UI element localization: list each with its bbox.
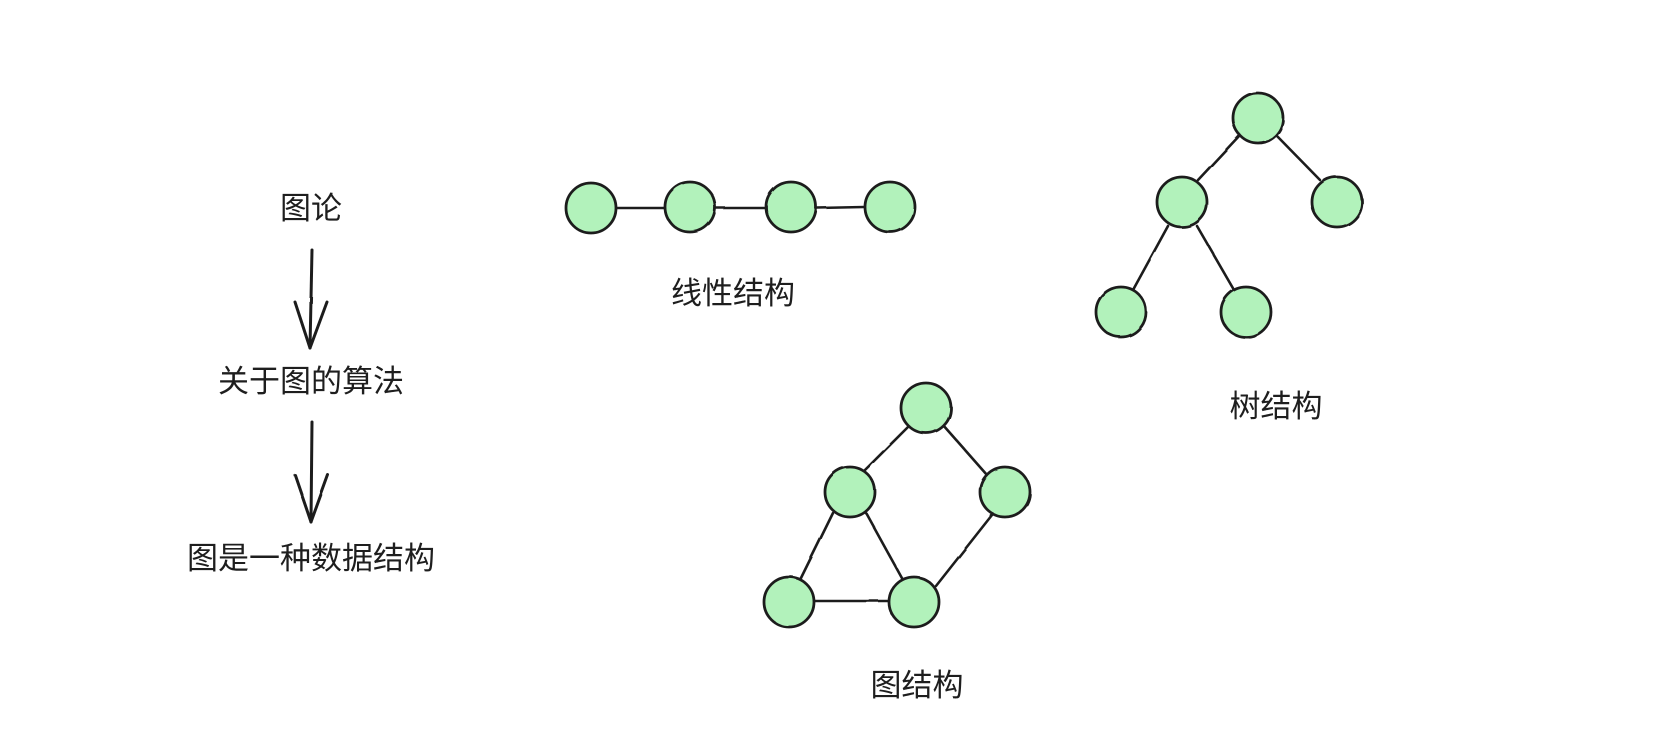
graph-edge — [934, 513, 994, 588]
graph-structure-label: 图结构 — [870, 668, 964, 704]
tree-node — [1310, 175, 1364, 229]
graph-node — [899, 381, 953, 435]
tree-edge — [1274, 133, 1322, 182]
graph-node — [823, 465, 877, 519]
tree-node — [1094, 285, 1148, 339]
flow-label-graph-is-data-structure: 图是一种数据结构 — [187, 541, 435, 577]
linear-structure-label: 线性结构 — [671, 276, 795, 312]
graph-edge — [863, 423, 912, 472]
graph-edge — [941, 423, 989, 477]
arrow-algorithms-to-datastructure — [293, 420, 330, 524]
linear-node — [764, 180, 818, 234]
tree-node — [1155, 175, 1209, 229]
linear-node — [863, 180, 917, 234]
linear-structure — [564, 180, 917, 235]
graph-edge — [798, 511, 835, 582]
tree-node — [1219, 285, 1273, 339]
graph-node — [978, 465, 1032, 519]
arrow-theory-to-algorithms — [293, 248, 329, 350]
graph-structure — [762, 381, 1032, 629]
graph-edge — [864, 511, 905, 582]
flow-label-graph-theory: 图论 — [280, 191, 342, 227]
linear-node — [663, 180, 717, 234]
linear-edge — [815, 205, 866, 210]
flow-label-graph-algorithms: 关于图的算法 — [218, 364, 404, 400]
tree-node — [1231, 91, 1285, 145]
graph-node — [762, 575, 816, 629]
tree-edge — [1195, 224, 1236, 292]
graph-node — [887, 575, 941, 629]
tree-structure — [1094, 91, 1364, 339]
tree-edge — [1196, 133, 1242, 182]
tree-structure-label: 树结构 — [1229, 389, 1323, 425]
tree-edge — [1131, 224, 1170, 292]
linear-node — [564, 181, 618, 235]
